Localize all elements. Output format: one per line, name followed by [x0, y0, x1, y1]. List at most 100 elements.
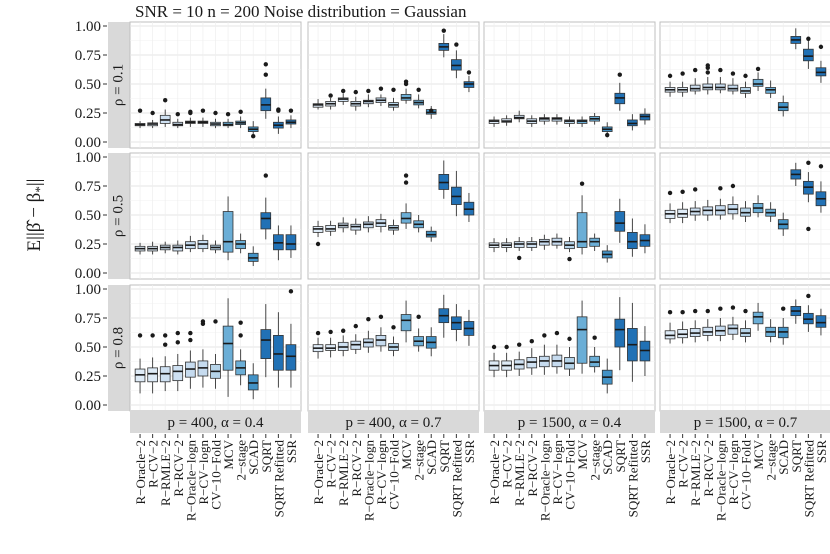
panel [307, 284, 480, 412]
col-strip [130, 410, 301, 433]
panel [483, 284, 656, 412]
box-outlier [366, 316, 371, 322]
box [400, 300, 412, 343]
box [337, 217, 349, 233]
box [388, 325, 399, 357]
box [614, 198, 626, 243]
box-outlier [454, 42, 459, 47]
box-iqr [260, 329, 272, 360]
box-iqr [614, 318, 626, 348]
box [614, 72, 626, 111]
box-iqr [285, 344, 297, 371]
box [488, 116, 500, 127]
box [589, 233, 600, 251]
box [325, 93, 336, 110]
x-tick-label: SQRT Refitted [625, 440, 640, 518]
x-tick-label: R−CV−2 [324, 440, 339, 488]
panel [129, 152, 302, 280]
box-iqr [273, 334, 284, 371]
box [172, 240, 184, 255]
x-tick-label: SQRT Refitted [271, 440, 286, 518]
box-outlier [693, 67, 698, 73]
box [488, 238, 500, 253]
box [438, 28, 450, 58]
panel [483, 152, 656, 280]
x-tick-label: SQRT Refitted [801, 440, 816, 518]
box-outlier [705, 63, 710, 68]
x-tick-label: SSR [284, 440, 299, 463]
box [375, 86, 387, 107]
box-outlier [378, 314, 384, 320]
box [564, 336, 575, 376]
box [614, 297, 626, 371]
chart-title: SNR = 10 n = 200 Noise distribution = Ga… [135, 2, 467, 21]
x-tick-label: MCV [399, 439, 414, 469]
box [222, 111, 234, 129]
box [765, 80, 776, 98]
box-outlier [341, 328, 346, 333]
box-iqr [576, 212, 588, 248]
box [337, 88, 349, 105]
box-outlier [328, 329, 333, 335]
box [576, 300, 588, 374]
x-tick-label: CV−10−Fold [387, 440, 402, 510]
box [539, 333, 550, 375]
col-strip-label: p = 1500, α = 0.4 [518, 415, 622, 431]
y-tick-label: 1.00 [75, 19, 101, 35]
box-outlier [150, 333, 155, 338]
box [501, 238, 512, 253]
box-iqr [147, 367, 158, 383]
box [210, 319, 221, 389]
box-outlier [213, 319, 218, 324]
box-outlier [137, 333, 143, 338]
box [375, 314, 387, 352]
x-tick-label: SQRT [259, 440, 274, 473]
svg-text:E||β̂ − β*||: E||β̂ − β*|| [24, 179, 47, 252]
box-outlier [680, 189, 685, 194]
box-outlier [403, 79, 409, 84]
y-axis-label: E||β̂ − β*|| [24, 179, 47, 252]
panel [307, 21, 480, 149]
y-tick-label: 1.00 [75, 150, 101, 166]
box [589, 113, 600, 125]
box [425, 226, 437, 242]
box-outlier [163, 333, 168, 338]
box-outlier [730, 71, 736, 76]
box-outlier [403, 173, 409, 178]
box-outlier [504, 344, 509, 350]
box-outlier [806, 226, 811, 232]
x-tick-label: R−CV−logn [726, 440, 741, 505]
box-outlier [667, 73, 673, 79]
box [752, 302, 764, 331]
box-outlier [288, 289, 294, 294]
box-outlier [781, 306, 786, 311]
box [463, 192, 475, 222]
box-outlier [605, 132, 610, 138]
x-tick-label: SQRT [437, 440, 452, 473]
box-outlier [225, 111, 231, 117]
panel-background [659, 21, 830, 149]
box [350, 89, 362, 111]
box [222, 298, 234, 397]
box-outlier [175, 111, 180, 117]
box [526, 115, 538, 127]
panel [129, 21, 302, 149]
box-outlier [315, 330, 321, 336]
panel [307, 152, 480, 280]
box [488, 344, 500, 378]
box [803, 160, 814, 232]
box [765, 202, 776, 222]
x-tick-label: R−Oracle−2 [487, 440, 502, 504]
x-tick-label: 2−stage [412, 440, 427, 481]
box [451, 304, 462, 342]
x-tick-label: R−RMLE−2 [512, 440, 527, 506]
box-outlier [806, 160, 811, 165]
y-tick-label: 0.75 [75, 311, 101, 327]
x-tick-label: MCV [221, 439, 236, 469]
x-tick-label: SCAD [246, 440, 261, 475]
x-tick-label: SQRT [613, 440, 628, 473]
box [803, 36, 814, 69]
x-tick-label: R−Oracle−logn [537, 440, 552, 522]
box-outlier [517, 255, 522, 261]
box [815, 308, 827, 336]
